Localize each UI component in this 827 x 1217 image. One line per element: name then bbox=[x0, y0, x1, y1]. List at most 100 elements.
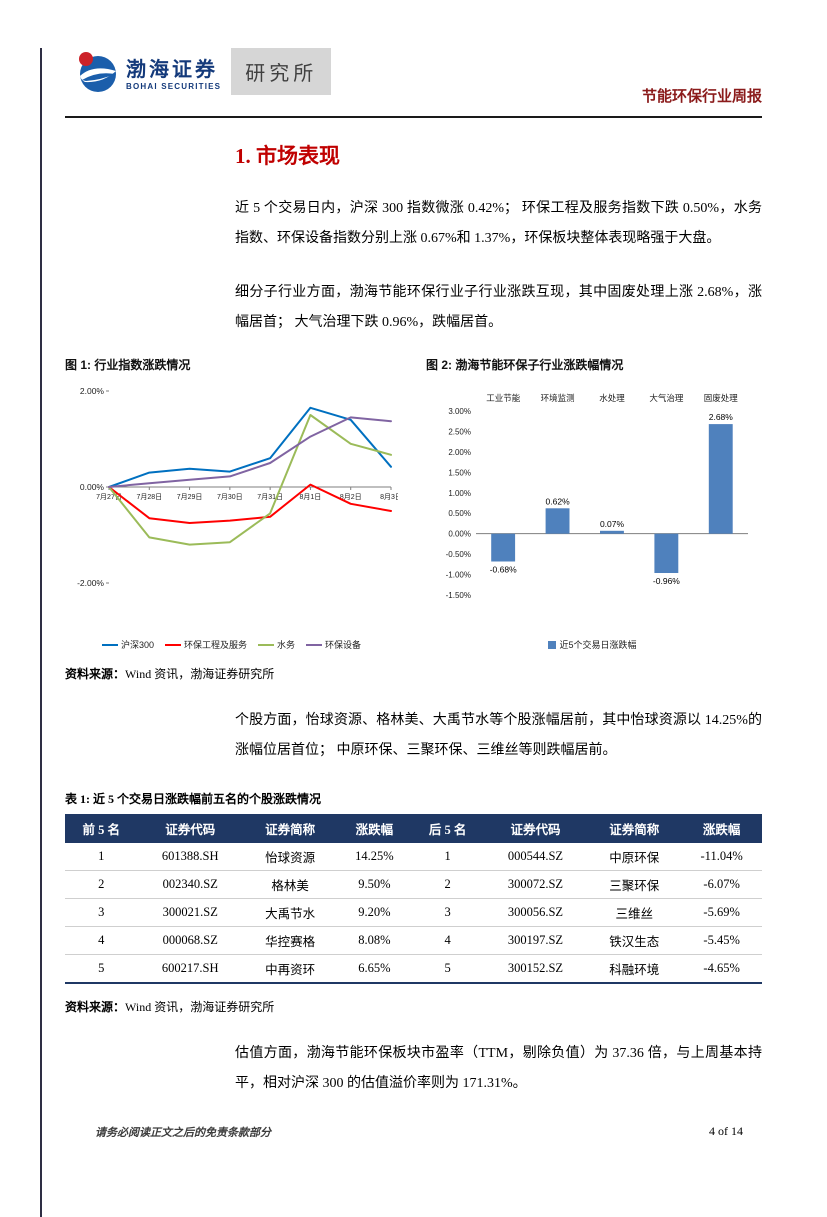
table-row: 5 600217.SH 中再资环 6.65% 5 300152.SZ 科融环境 -4.65% bbox=[65, 954, 762, 984]
table-header-cell: 证券代码 bbox=[483, 814, 588, 843]
table-cell: 601388.SH bbox=[137, 843, 244, 871]
svg-text:0.50%: 0.50% bbox=[448, 509, 471, 518]
table-cell: 2 bbox=[411, 870, 484, 899]
table-cell: 600217.SH bbox=[137, 954, 244, 984]
svg-text:-0.50%: -0.50% bbox=[446, 550, 471, 559]
table-row: 3 300021.SZ 大禹节水 9.20% 3 300056.SZ 三维丝 -5.69% bbox=[65, 898, 762, 927]
svg-text:2.68%: 2.68% bbox=[709, 412, 734, 422]
bar-chart: 3.00% 2.50% 2.00% 1.50% 1.00% 0.50% 0.00% -0.50… bbox=[446, 393, 748, 600]
figure-2-caption: 图 2: 渤海节能环保子行业涨跌幅情况 bbox=[426, 358, 624, 372]
table-header-cell: 涨跌幅 bbox=[337, 814, 412, 843]
table-cell: 9.50% bbox=[337, 870, 412, 899]
table-cell: 3 bbox=[411, 898, 484, 927]
svg-text:-0.96%: -0.96% bbox=[653, 576, 680, 586]
figure-2: 图 2: 渤海节能环保子行业涨跌幅情况 3.00% 2.50% 2.00% 1.50%… bbox=[426, 356, 759, 651]
source-line-table: 资料来源：Wind 资讯，渤海证券研究所 bbox=[65, 998, 762, 1015]
svg-text:7月28日: 7月28日 bbox=[136, 493, 162, 501]
table-cell: 3 bbox=[65, 898, 138, 927]
line-chart-legend: 沪深300 环保工程及服务 水务 环保设备 bbox=[65, 638, 398, 651]
page-left-rule bbox=[40, 48, 42, 1217]
table-cell: 大禹节水 bbox=[243, 898, 338, 927]
svg-text:1.50%: 1.50% bbox=[448, 468, 471, 477]
table-cell: 1 bbox=[65, 843, 138, 871]
legend-item: 环保工程及服务 bbox=[164, 638, 247, 651]
table-cell: 6.65% bbox=[337, 954, 412, 984]
line-chart: 2.00% 0.00% -2.00% 7月27日 7月28日 7月29日 7月30日 7月31… bbox=[77, 386, 402, 588]
table-cell: 000544.SZ bbox=[483, 843, 588, 871]
svg-text:0.62%: 0.62% bbox=[546, 496, 571, 506]
source-text: Wind 资讯，渤海证券研究所 bbox=[125, 667, 275, 681]
svg-text:8月3日: 8月3日 bbox=[380, 493, 398, 501]
svg-text:水处理: 水处理 bbox=[599, 393, 625, 403]
legend-label: 环保工程及服务 bbox=[183, 640, 247, 650]
svg-text:3.00%: 3.00% bbox=[448, 407, 471, 416]
logo-block: 渤海证券 BOHAI SECURITIES 研究所 bbox=[73, 48, 762, 95]
table-cell: 中再资环 bbox=[243, 954, 338, 984]
svg-text:工业节能: 工业节能 bbox=[486, 393, 521, 403]
source-label: 资料来源： bbox=[65, 1000, 126, 1014]
table-cell: 怡球资源 bbox=[243, 843, 338, 871]
table-cell: 9.20% bbox=[337, 898, 412, 927]
table-header-cell: 证券代码 bbox=[137, 814, 244, 843]
table-cell: 华控赛格 bbox=[243, 926, 338, 955]
table-cell: -5.69% bbox=[681, 898, 762, 927]
legend-item: 环保设备 bbox=[306, 638, 361, 651]
table-header-cell: 证券简称 bbox=[243, 814, 338, 843]
legend-line-swatch bbox=[306, 643, 323, 646]
svg-text:8月1日: 8月1日 bbox=[300, 493, 322, 501]
report-title: 节能环保行业周报 bbox=[641, 89, 762, 105]
table-cell: 1 bbox=[411, 843, 484, 871]
table-row: 1 601388.SH 怡球资源 14.25% 1 000544.SZ 中原环保 -11.04… bbox=[65, 843, 762, 871]
table-cell: 300056.SZ bbox=[483, 898, 588, 927]
bar-chart-legend: 近5个交易日涨跌幅 bbox=[426, 638, 759, 651]
svg-text:-0.68%: -0.68% bbox=[490, 565, 517, 575]
header-divider bbox=[65, 116, 762, 118]
table-row: 4 000068.SZ 华控赛格 8.08% 4 300197.SZ 铁汉生态 -5.45% bbox=[65, 926, 762, 955]
table-cell: 2 bbox=[65, 870, 138, 899]
legend-label: 沪深300 bbox=[120, 640, 154, 650]
table-cell: 14.25% bbox=[337, 843, 412, 871]
figures-row: 图 1: 行业指数涨跌情况 2.00% 0.00% -2.00% 7月27日 7月28日… bbox=[65, 356, 762, 651]
legend-label: 近5个交易日涨跌幅 bbox=[559, 640, 637, 650]
legend-label: 水务 bbox=[277, 640, 296, 650]
table-cell: 4 bbox=[65, 926, 138, 955]
paragraph-stocks: 个股方面，怡球资源、格林美、大禹节水等个股涨幅居前，其中怡球资源以 14.25%… bbox=[235, 713, 762, 758]
svg-text:大气治理: 大气治理 bbox=[649, 393, 684, 403]
bar-chart-container: 3.00% 2.50% 2.00% 1.50% 1.00% 0.50% 0.00% -0.50… bbox=[426, 379, 759, 636]
paragraph-subindustry: 细分子行业方面，渤海节能环保行业子行业涨跌互现，其中固废处理上涨 2.68%，涨… bbox=[235, 285, 762, 330]
table-cell: 300021.SZ bbox=[137, 898, 244, 927]
svg-text:7月27日: 7月27日 bbox=[96, 493, 122, 501]
svg-text:-1.00%: -1.00% bbox=[446, 571, 471, 580]
svg-text:环境监测: 环境监测 bbox=[541, 393, 575, 403]
table-cell: 三聚环保 bbox=[587, 870, 682, 899]
table-cell: -5.45% bbox=[681, 926, 762, 955]
table-cell: -11.04% bbox=[681, 843, 762, 871]
table-row: 2 002340.SZ 格林美 9.50% 2 300072.SZ 三聚环保 -6.07% bbox=[65, 870, 762, 899]
table-cell: -4.65% bbox=[681, 954, 762, 984]
table-header-cell: 证券简称 bbox=[587, 814, 682, 843]
table-cell: 4 bbox=[411, 926, 484, 955]
table-caption: 表 1: 近 5 个交易日涨跌幅前五名的个股涨跌情况 bbox=[65, 792, 321, 806]
table-cell: 300072.SZ bbox=[483, 870, 588, 899]
bohai-securities-logo-icon bbox=[73, 49, 119, 95]
figure-1-caption: 图 1: 行业指数涨跌情况 bbox=[65, 358, 191, 372]
figure-1: 图 1: 行业指数涨跌情况 2.00% 0.00% -2.00% 7月27日 7月28日… bbox=[65, 356, 402, 651]
stock-table: 前 5 名证券代码 证券简称 涨跌幅后 5 名证券代码 证券简称 涨跌幅 1 601388.… bbox=[65, 814, 762, 984]
table-cell: 300197.SZ bbox=[483, 926, 588, 955]
svg-text:-2.00%: -2.00% bbox=[77, 578, 104, 588]
footer-disclaimer: 请务必阅读正文之后的免责条款部分 bbox=[95, 1127, 271, 1139]
svg-text:2.50%: 2.50% bbox=[448, 427, 471, 436]
logo-en-text: BOHAI SECURITIES bbox=[126, 81, 222, 91]
svg-text:7月31日: 7月31日 bbox=[257, 493, 283, 501]
table-cell: 002340.SZ bbox=[137, 870, 244, 899]
legend-line-swatch bbox=[258, 643, 274, 646]
svg-text:1.00%: 1.00% bbox=[448, 489, 471, 498]
svg-text:0.00%: 0.00% bbox=[80, 482, 105, 492]
table-cell: 5 bbox=[411, 954, 484, 984]
svg-text:0.07%: 0.07% bbox=[600, 519, 625, 529]
line-chart-container: 2.00% 0.00% -2.00% 7月27日 7月28日 7月29日 7月30日 7月31… bbox=[65, 379, 402, 636]
svg-text:8月2日: 8月2日 bbox=[340, 493, 362, 501]
logo-cn-text: 渤海证券 bbox=[126, 58, 218, 81]
table-cell: 三维丝 bbox=[587, 898, 682, 927]
svg-text:2.00%: 2.00% bbox=[80, 386, 105, 396]
